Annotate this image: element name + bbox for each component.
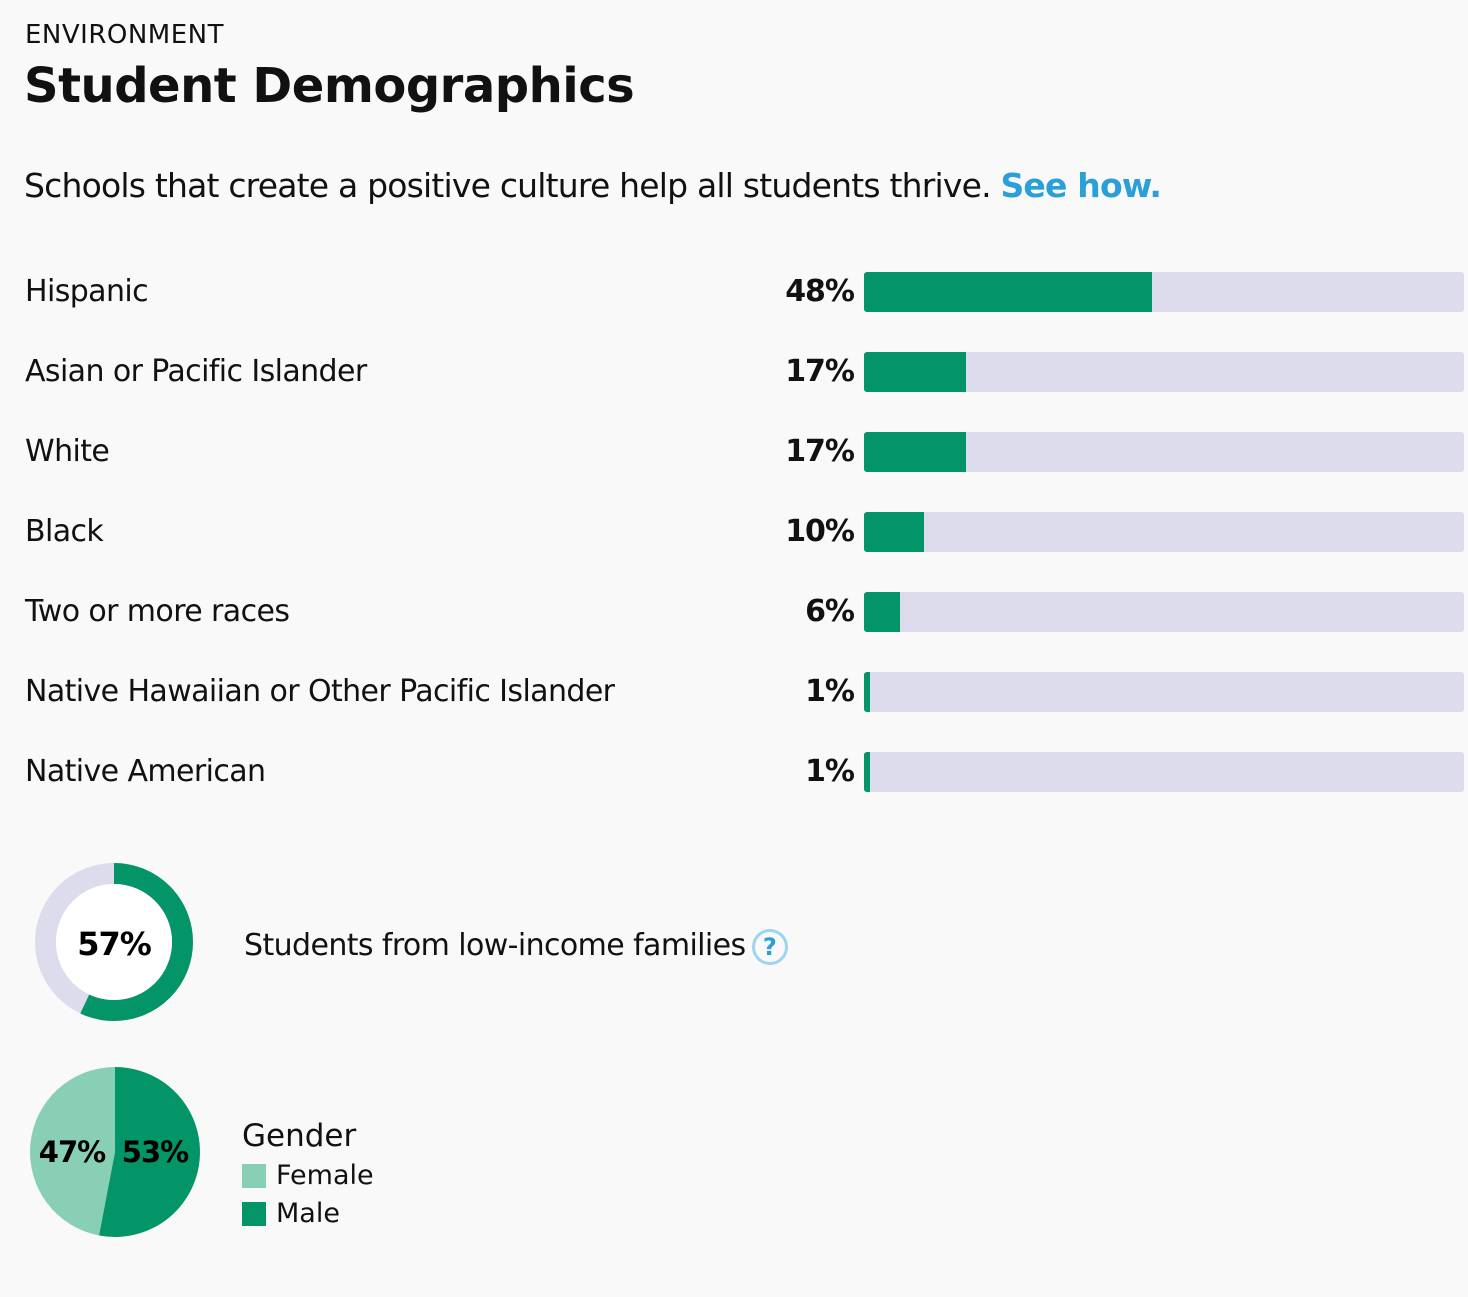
bar-fill bbox=[864, 432, 966, 472]
bar-fill bbox=[864, 352, 966, 392]
bar-row: White 17% bbox=[0, 432, 1468, 472]
legend-swatch-female bbox=[242, 1163, 266, 1188]
bar-track bbox=[864, 272, 1464, 312]
bar-value-label: 6% bbox=[805, 594, 855, 629]
bar-fill bbox=[864, 272, 1152, 312]
intro-sentence: Schools that create a positive culture h… bbox=[24, 166, 992, 205]
legend-female: Female bbox=[242, 1160, 374, 1191]
pie-label-female: 47% bbox=[39, 1135, 106, 1169]
bar-row: Black 10% bbox=[0, 512, 1468, 552]
low-income-text: Students from low-income families bbox=[244, 928, 746, 963]
bar-fill bbox=[864, 512, 924, 552]
bar-value-label: 1% bbox=[805, 754, 855, 789]
bar-fill bbox=[864, 752, 870, 792]
legend-swatch-male bbox=[242, 1201, 266, 1226]
gender-pie: 47% 53% bbox=[30, 1067, 201, 1237]
legend-label-male: Male bbox=[276, 1198, 340, 1229]
bar-track bbox=[864, 592, 1464, 632]
bar-category-label: Native Hawaiian or Other Pacific Islande… bbox=[25, 674, 615, 709]
bar-row: Hispanic 48% bbox=[0, 272, 1468, 312]
page-title: Student Demographics bbox=[24, 58, 635, 114]
legend-label-female: Female bbox=[276, 1160, 374, 1191]
gender-title: Gender bbox=[242, 1118, 357, 1154]
bar-fill bbox=[864, 592, 900, 632]
bar-value-label: 48% bbox=[785, 274, 855, 309]
bar-value-label: 1% bbox=[805, 674, 855, 709]
bar-track bbox=[864, 672, 1464, 712]
bar-row: Two or more races 6% bbox=[0, 592, 1468, 632]
bar-category-label: Asian or Pacific Islander bbox=[25, 354, 367, 389]
bar-category-label: Native American bbox=[25, 754, 266, 789]
bar-track bbox=[864, 432, 1464, 472]
bar-track bbox=[864, 512, 1464, 552]
low-income-donut: 57% bbox=[35, 863, 193, 1021]
bar-category-label: Hispanic bbox=[25, 274, 149, 309]
bar-category-label: Black bbox=[25, 514, 104, 549]
section-kicker: ENVIRONMENT bbox=[25, 20, 225, 50]
pie-slice-male bbox=[99, 1067, 201, 1237]
low-income-label: Students from low-income families? bbox=[244, 928, 788, 965]
bar-track bbox=[864, 752, 1464, 792]
intro-text: Schools that create a positive culture h… bbox=[24, 166, 1162, 205]
bar-value-label: 17% bbox=[785, 354, 855, 389]
see-how-link[interactable]: See how. bbox=[1000, 166, 1162, 205]
bar-row: Native Hawaiian or Other Pacific Islande… bbox=[0, 672, 1468, 712]
question-circle-icon[interactable]: ? bbox=[751, 928, 788, 965]
bar-category-label: White bbox=[25, 434, 110, 469]
bar-row: Asian or Pacific Islander 17% bbox=[0, 352, 1468, 392]
legend-male: Male bbox=[242, 1198, 340, 1229]
donut-label: 57% bbox=[77, 925, 152, 963]
bar-fill bbox=[864, 672, 870, 712]
donut-center bbox=[56, 884, 172, 1000]
bar-track bbox=[864, 352, 1464, 392]
bar-category-label: Two or more races bbox=[25, 594, 290, 629]
bar-value-label: 10% bbox=[785, 514, 855, 549]
pie-label-male: 53% bbox=[122, 1135, 189, 1169]
bar-row: Native American 1% bbox=[0, 752, 1468, 792]
pie-slice-female bbox=[30, 1067, 115, 1236]
bar-value-label: 17% bbox=[785, 434, 855, 469]
donut-value-arc bbox=[35, 863, 193, 1021]
